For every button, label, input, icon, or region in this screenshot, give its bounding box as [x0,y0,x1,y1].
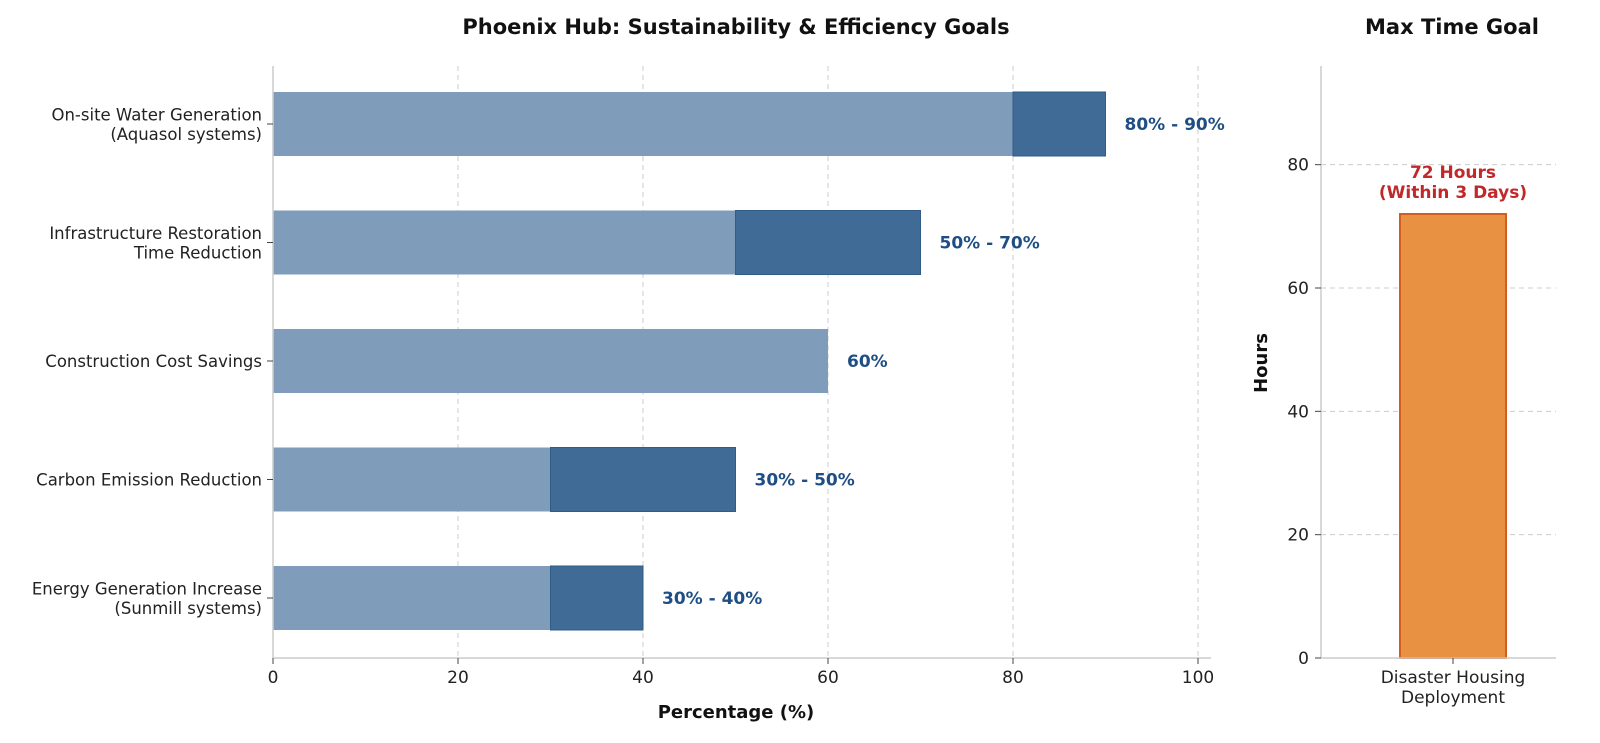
category-label: Carbon Emission Reduction [36,471,262,490]
category-label-line: Infrastructure Restoration [49,224,262,243]
category-label: Disaster Housing Deployment [1381,668,1526,708]
bar-range-extension [735,210,921,275]
category-label: Energy Generation Increase (Sunmill syste… [32,579,262,618]
category-label-line: (Aquasol systems) [110,125,262,144]
category-label-line: On-site Water Generation [51,105,262,124]
time-goal-chart-data-labels: 72 Hours (Within 3 Days) [1379,163,1527,203]
bar-data-label: 60% [847,352,888,372]
category-label-line: Disaster Housing [1381,668,1526,688]
x-tick-label: 0 [268,668,279,688]
goals-chart-bars [273,91,1106,631]
bar-min-value [273,92,1013,156]
y-tick-label: 40 [1287,402,1309,422]
bar-value [1399,213,1507,659]
bar-data-label-line: 72 Hours [1410,163,1496,183]
bar-data-label: 50% - 70% [940,234,1040,254]
time-goal-chart-y-label: Hours [1251,333,1272,393]
goals-chart-x-ticks: 0 20 40 60 80 100 [268,658,1214,688]
y-tick-label: 60 [1287,279,1309,299]
bar-data-label: 30% - 40% [662,589,762,609]
goals-chart: Phoenix Hub: Sustainability & Efficiency… [32,15,1225,723]
bar-min-value [273,566,551,630]
time-goal-chart: Max Time Goal 0 20 40 60 80 Disaster Housing… [1251,15,1556,708]
time-goal-chart-bars [1399,213,1507,659]
bar-data-label: 80% - 90% [1125,115,1225,135]
category-label-line: Construction Cost Savings [45,352,262,371]
category-label-line: Carbon Emission Reduction [36,471,262,490]
category-label: On-site Water Generation (Aquasol systems… [51,105,262,144]
bar-data-label: 30% - 50% [755,471,855,491]
x-tick-label: 60 [817,668,839,688]
bar-range-extension [1012,91,1106,157]
goals-chart-title: Phoenix Hub: Sustainability & Efficiency… [462,15,1009,39]
bar-min-value [273,447,551,512]
time-goal-chart-y-ticks: 0 20 40 60 80 [1287,156,1321,669]
goals-chart-x-label: Percentage (%) [658,702,815,723]
y-tick-label: 0 [1298,649,1309,669]
bar-min-value [273,329,828,393]
bar-data-label-line: (Within 3 Days) [1379,183,1527,203]
category-label: Infrastructure Restoration Time Reduction [49,224,262,262]
goals-chart-data-labels: 80% - 90% 50% - 70% 60% 30% - 50% 30% - 40% [662,115,1225,609]
goals-chart-categories: On-site Water Generation (Aquasol systems… [32,105,273,618]
time-goal-chart-title: Max Time Goal [1365,15,1539,39]
category-label-line: Deployment [1401,688,1505,708]
bar-range-extension [550,565,644,631]
category-label-line: Energy Generation Increase [32,579,262,598]
x-tick-label: 80 [1002,668,1024,688]
bar-range-extension [550,447,736,512]
category-label: Construction Cost Savings [45,352,262,371]
x-tick-label: 40 [632,668,654,688]
bar-data-label: 72 Hours (Within 3 Days) [1379,163,1527,203]
x-tick-label: 20 [447,668,469,688]
time-goal-chart-categories: Disaster Housing Deployment [1381,658,1526,708]
category-label-line: Time Reduction [133,243,262,262]
y-tick-label: 80 [1287,156,1309,176]
x-tick-label: 100 [1182,668,1214,688]
bar-min-value [273,210,736,275]
category-label-line: (Sunmill systems) [114,599,262,618]
y-tick-label: 20 [1287,526,1309,546]
